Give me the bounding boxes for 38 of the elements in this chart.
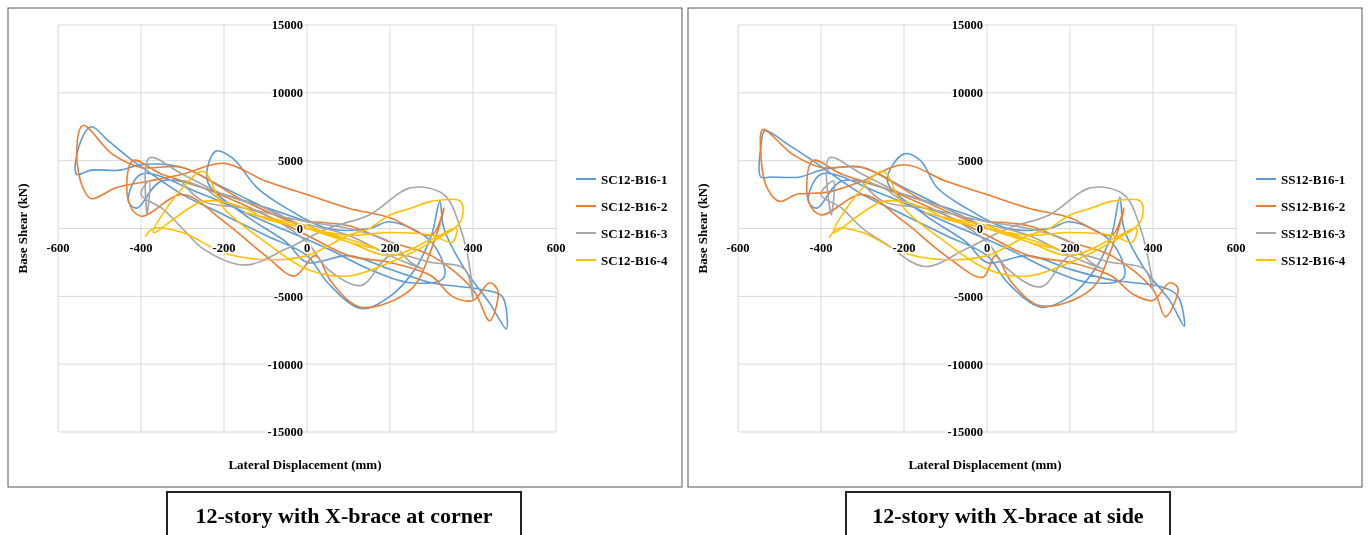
legend-label: SC12-B16-2 [601, 198, 668, 214]
legend-label: SS12-B16-2 [1281, 198, 1346, 214]
y-axis-title: Base Shear (kN) [695, 183, 710, 274]
legend-label: SS12-B16-1 [1281, 171, 1346, 187]
text: 12-story with X-brace at side [872, 503, 1144, 528]
x-tick-label: -400 [809, 240, 833, 255]
y-tick-label: 10000 [271, 86, 303, 101]
y-tick-label: -15000 [947, 425, 983, 440]
y-tick-label: 5000 [958, 154, 983, 169]
y-tick-label: 15000 [271, 18, 303, 33]
y-tick-label: -5000 [273, 289, 303, 304]
x-tick-label: -600 [726, 240, 750, 255]
x-tick-label: 200 [1060, 240, 1080, 255]
text: 12-story with X-brace at corner [195, 503, 493, 528]
y-tick-label: 10000 [951, 86, 983, 101]
x-tick-label: -200 [212, 240, 236, 255]
x-tick-label: 400 [1143, 240, 1163, 255]
y-tick-label: -15000 [267, 425, 303, 440]
x-tick-label: 600 [546, 240, 566, 255]
y-tick-label: -10000 [267, 357, 303, 372]
legend-label: SC12-B16-3 [601, 225, 668, 241]
x-tick-label: 600 [1226, 240, 1246, 255]
x-tick-label: -400 [129, 240, 153, 255]
legend-label: SC12-B16-4 [601, 252, 668, 268]
y-axis-title: Base Shear (kN) [15, 183, 30, 274]
x-axis-title: Lateral Displacement (mm) [908, 457, 1062, 472]
legend-label: SS12-B16-4 [1281, 252, 1346, 268]
x-tick-label: -600 [46, 240, 70, 255]
y-tick-label: -10000 [947, 357, 983, 372]
y-tick-label: -5000 [953, 289, 983, 304]
x-tick-label: 400 [463, 240, 483, 255]
x-axis-title: Lateral Displacement (mm) [228, 457, 382, 472]
legend-label: SS12-B16-3 [1281, 225, 1346, 241]
x-tick-label: 200 [380, 240, 400, 255]
x-tick-label: -200 [892, 240, 916, 255]
y-tick-label: 15000 [951, 18, 983, 33]
y-tick-label: 5000 [278, 154, 303, 169]
legend-label: SC12-B16-1 [601, 171, 668, 187]
